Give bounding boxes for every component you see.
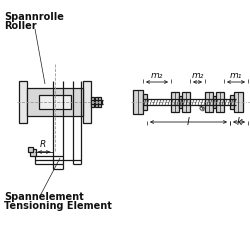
Bar: [30, 149, 36, 156]
Bar: [28, 147, 33, 152]
Bar: [91, 97, 94, 107]
Bar: [171, 92, 179, 112]
Bar: [94, 97, 98, 107]
Bar: [143, 94, 147, 110]
Bar: [19, 81, 27, 123]
Bar: [234, 92, 243, 112]
Text: Roller: Roller: [4, 21, 36, 31]
Bar: [133, 90, 143, 114]
Text: k: k: [236, 117, 242, 127]
Bar: [230, 95, 234, 109]
Bar: [216, 92, 224, 112]
Text: m₂: m₂: [191, 71, 204, 80]
Bar: [205, 92, 213, 112]
Bar: [98, 97, 101, 107]
Text: m₂: m₂: [151, 71, 163, 80]
Text: Spannrolle: Spannrolle: [4, 12, 64, 22]
Bar: [182, 92, 190, 112]
Text: Spannelement: Spannelement: [4, 192, 84, 202]
Bar: [83, 81, 91, 123]
Bar: [179, 96, 182, 108]
Text: m₁: m₁: [230, 71, 242, 80]
Text: Tensioning Element: Tensioning Element: [4, 201, 112, 211]
Text: d: d: [198, 104, 208, 111]
Bar: [213, 96, 216, 108]
Bar: [27, 88, 83, 116]
Bar: [39, 95, 71, 109]
Text: l: l: [187, 117, 190, 127]
Text: R: R: [40, 140, 46, 149]
